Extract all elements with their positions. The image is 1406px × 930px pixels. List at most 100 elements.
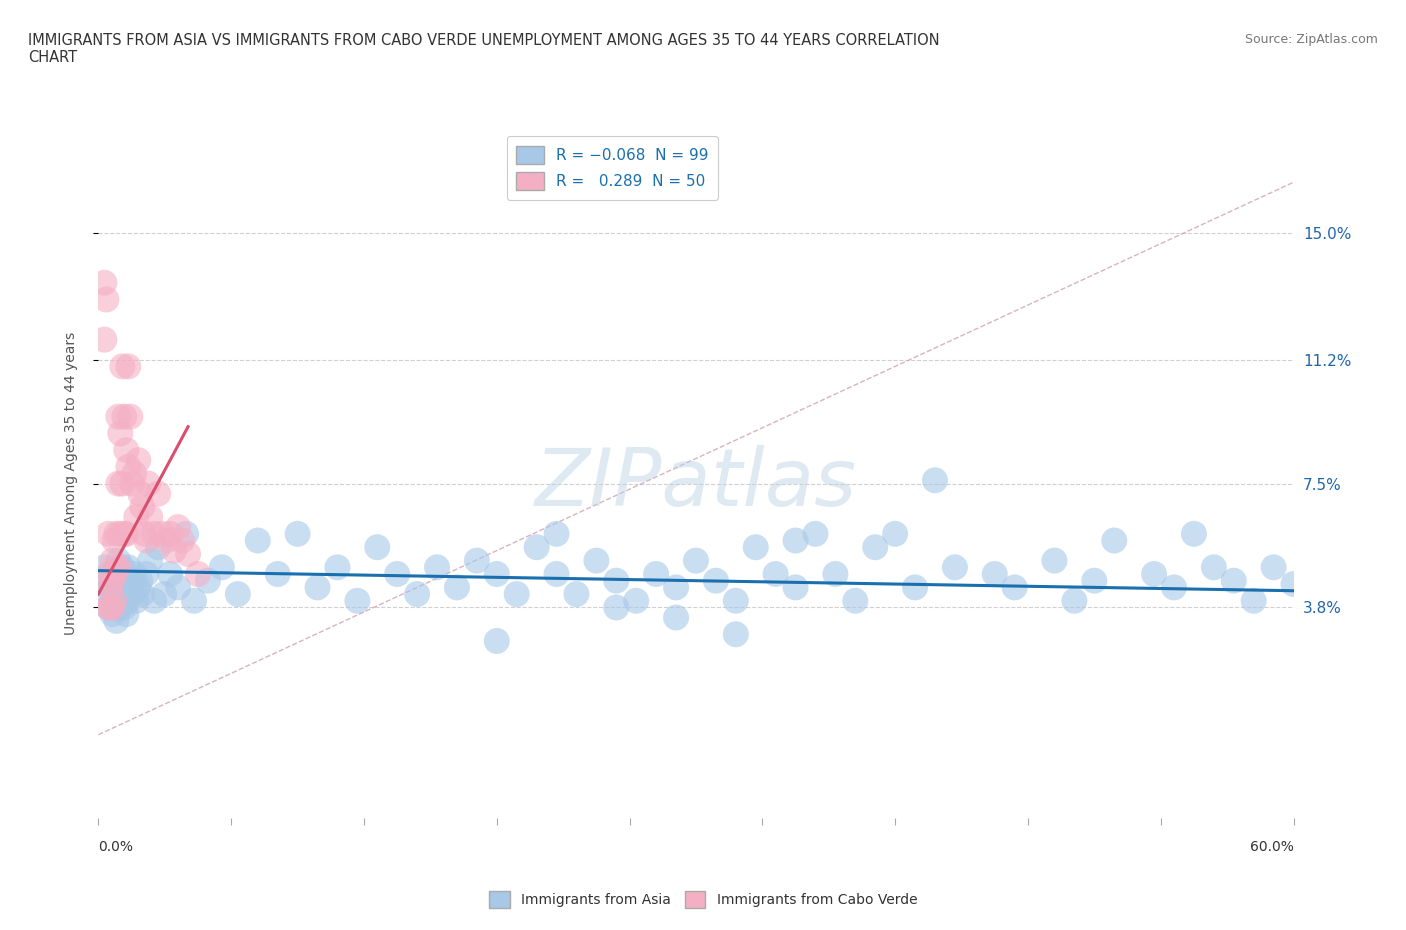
Point [565, 587, 588, 602]
Point [1083, 573, 1105, 588]
Point [685, 553, 707, 568]
Point [1043, 553, 1066, 568]
Point [120, 573, 142, 588]
Point [100, 580, 122, 595]
Point [326, 560, 349, 575]
Point [626, 593, 648, 608]
Point [101, 593, 124, 608]
Point [121, 587, 143, 602]
Point [183, 593, 205, 608]
Point [148, 486, 170, 501]
Point [645, 566, 668, 581]
Point [93, 275, 115, 290]
Point [115, 526, 138, 541]
Point [307, 580, 329, 595]
Point [110, 526, 132, 541]
Point [665, 610, 688, 625]
Point [226, 587, 249, 602]
Point [904, 580, 927, 595]
Point [1282, 577, 1305, 591]
Point [844, 593, 866, 608]
Point [1102, 533, 1125, 548]
Point [97, 566, 120, 581]
Point [107, 409, 129, 424]
Legend: R = −0.068  N = 99, R =   0.289  N = 50: R = −0.068 N = 99, R = 0.289 N = 50 [508, 137, 717, 200]
Point [101, 600, 124, 615]
Y-axis label: Unemployment Among Ages 35 to 44 years: Unemployment Among Ages 35 to 44 years [63, 332, 77, 635]
Text: 60.0%: 60.0% [1250, 840, 1294, 854]
Point [526, 539, 548, 554]
Point [211, 560, 233, 575]
Point [112, 573, 135, 588]
Point [167, 520, 190, 535]
Point [804, 526, 827, 541]
Point [105, 600, 128, 615]
Point [105, 560, 128, 575]
Point [107, 560, 129, 575]
Text: ZIPatlas: ZIPatlas [534, 445, 858, 523]
Point [984, 566, 1007, 581]
Point [724, 627, 747, 642]
Point [125, 593, 148, 608]
Point [117, 593, 139, 608]
Point [187, 566, 209, 581]
Point [155, 533, 177, 548]
Point [97, 526, 120, 541]
Point [103, 587, 125, 602]
Point [107, 476, 129, 491]
Point [143, 526, 166, 541]
Point [824, 566, 846, 581]
Point [117, 560, 139, 575]
Point [785, 533, 807, 548]
Point [100, 600, 122, 615]
Point [159, 526, 181, 541]
Point [115, 580, 138, 595]
Point [103, 593, 125, 608]
Point [1243, 593, 1265, 608]
Point [121, 476, 143, 491]
Point [366, 539, 388, 554]
Point [115, 443, 138, 458]
Point [105, 614, 128, 629]
Point [150, 526, 173, 541]
Point [267, 566, 290, 581]
Point [485, 633, 508, 648]
Text: 0.0%: 0.0% [98, 840, 134, 854]
Point [172, 533, 194, 548]
Point [197, 573, 219, 588]
Point [863, 539, 887, 554]
Point [103, 533, 125, 548]
Point [127, 453, 149, 468]
Point [111, 587, 134, 602]
Point [465, 553, 488, 568]
Point [111, 476, 134, 491]
Point [924, 472, 946, 487]
Point [546, 566, 568, 581]
Point [124, 466, 146, 481]
Text: Source: ZipAtlas.com: Source: ZipAtlas.com [1244, 33, 1378, 46]
Legend: Immigrants from Asia, Immigrants from Cabo Verde: Immigrants from Asia, Immigrants from Ca… [484, 885, 922, 914]
Point [97, 600, 120, 615]
Point [246, 533, 269, 548]
Point [107, 573, 129, 588]
Point [1063, 593, 1085, 608]
Point [110, 580, 132, 595]
Point [406, 587, 429, 602]
Point [724, 593, 747, 608]
Point [605, 600, 627, 615]
Point [96, 570, 118, 585]
Point [446, 580, 468, 595]
Point [127, 580, 149, 595]
Text: IMMIGRANTS FROM ASIA VS IMMIGRANTS FROM CABO VERDE UNEMPLOYMENT AMONG AGES 35 TO: IMMIGRANTS FROM ASIA VS IMMIGRANTS FROM … [28, 33, 939, 65]
Point [1182, 526, 1205, 541]
Point [115, 606, 138, 621]
Point [129, 573, 152, 588]
Point [1263, 560, 1285, 575]
Point [93, 560, 115, 575]
Point [287, 526, 309, 541]
Point [96, 292, 118, 307]
Point [765, 566, 787, 581]
Point [153, 587, 176, 602]
Point [163, 543, 186, 558]
Point [167, 580, 190, 595]
